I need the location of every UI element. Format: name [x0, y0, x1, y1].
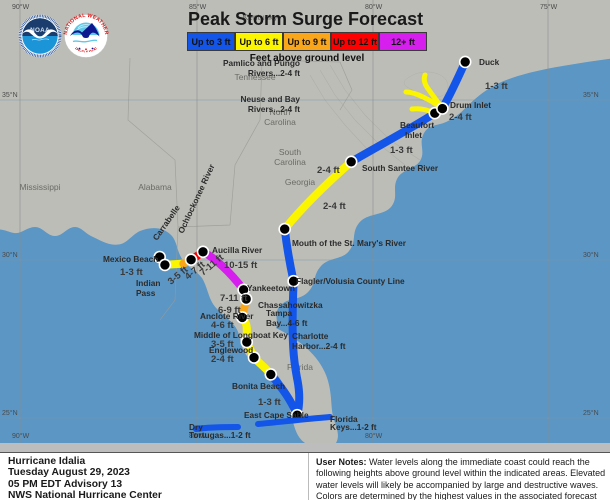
- svg-text:2-4 ft: 2-4 ft: [317, 165, 341, 176]
- svg-text:Mexico Beach: Mexico Beach: [103, 254, 158, 264]
- svg-text:Keys...1-2 ft: Keys...1-2 ft: [330, 422, 377, 432]
- svg-text:Tortugas...1-2 ft: Tortugas...1-2 ft: [189, 430, 251, 440]
- svg-text:1-3 ft: 1-3 ft: [390, 145, 414, 156]
- svg-text:30°N: 30°N: [2, 251, 18, 259]
- svg-text:25°N: 25°N: [583, 409, 599, 417]
- svg-text:2-4 ft: 2-4 ft: [211, 354, 235, 365]
- svg-text:80°W: 80°W: [365, 432, 383, 440]
- svg-text:75°W: 75°W: [540, 3, 558, 11]
- svg-text:Neuse and Bay: Neuse and Bay: [241, 94, 301, 104]
- svg-text:90°W: 90°W: [12, 3, 30, 11]
- svg-text:South: South: [279, 147, 301, 157]
- svg-text:Carolina: Carolina: [274, 157, 306, 167]
- svg-text:1-3 ft: 1-3 ft: [258, 397, 282, 408]
- svg-text:35°N: 35°N: [583, 91, 599, 99]
- svg-text:Bonita Beach: Bonita Beach: [232, 381, 285, 391]
- svg-text:Rivers...2-4 ft: Rivers...2-4 ft: [248, 68, 300, 78]
- svg-text:Duck: Duck: [479, 57, 500, 67]
- svg-text:Beaufort: Beaufort: [400, 120, 434, 130]
- svg-text:4-6 ft: 4-6 ft: [211, 320, 235, 331]
- svg-text:2-4 ft: 2-4 ft: [323, 201, 347, 212]
- svg-text:Indian: Indian: [136, 278, 160, 288]
- svg-text:Drum Inlet: Drum Inlet: [450, 100, 491, 110]
- svg-text:35°N: 35°N: [2, 91, 18, 99]
- svg-text:Yankeetown: Yankeetown: [247, 283, 295, 293]
- svg-text:Rivers...2-4 ft: Rivers...2-4 ft: [248, 104, 300, 114]
- svg-text:Mouth of the St. Mary's River: Mouth of the St. Mary's River: [292, 238, 407, 248]
- svg-text:Charlotte: Charlotte: [292, 331, 329, 341]
- svg-text:1-3 ft: 1-3 ft: [120, 267, 144, 278]
- svg-text:30°N: 30°N: [583, 251, 599, 259]
- svg-text:Alabama: Alabama: [138, 182, 172, 192]
- svg-text:Georgia: Georgia: [285, 177, 316, 187]
- svg-text:Inlet: Inlet: [405, 130, 422, 140]
- svg-text:90°W: 90°W: [12, 432, 30, 440]
- svg-text:3-5 ft: 3-5 ft: [211, 339, 235, 350]
- svg-text:2-4 ft: 2-4 ft: [449, 112, 473, 123]
- svg-text:Harbor...2-4 ft: Harbor...2-4 ft: [292, 341, 346, 351]
- svg-text:East Cape Sable: East Cape Sable: [244, 410, 309, 420]
- svg-text:10-15 ft: 10-15 ft: [224, 260, 258, 271]
- svg-text:1-3 ft: 1-3 ft: [485, 81, 509, 92]
- svg-text:Bay...4-6 ft: Bay...4-6 ft: [266, 318, 308, 328]
- svg-text:7-11 ft: 7-11 ft: [220, 293, 248, 304]
- svg-text:Tampa: Tampa: [266, 308, 293, 318]
- svg-text:6-9 ft: 6-9 ft: [218, 305, 242, 316]
- svg-text:South Santee River: South Santee River: [362, 163, 439, 173]
- svg-text:Mississippi: Mississippi: [19, 182, 60, 192]
- svg-text:Flagler/Volusia County Line: Flagler/Volusia County Line: [296, 276, 405, 286]
- svg-text:Carolina: Carolina: [264, 117, 296, 127]
- svg-text:25°N: 25°N: [2, 409, 18, 417]
- svg-text:Middle of Longboat Key: Middle of Longboat Key: [194, 330, 288, 340]
- svg-text:Pass: Pass: [136, 288, 156, 298]
